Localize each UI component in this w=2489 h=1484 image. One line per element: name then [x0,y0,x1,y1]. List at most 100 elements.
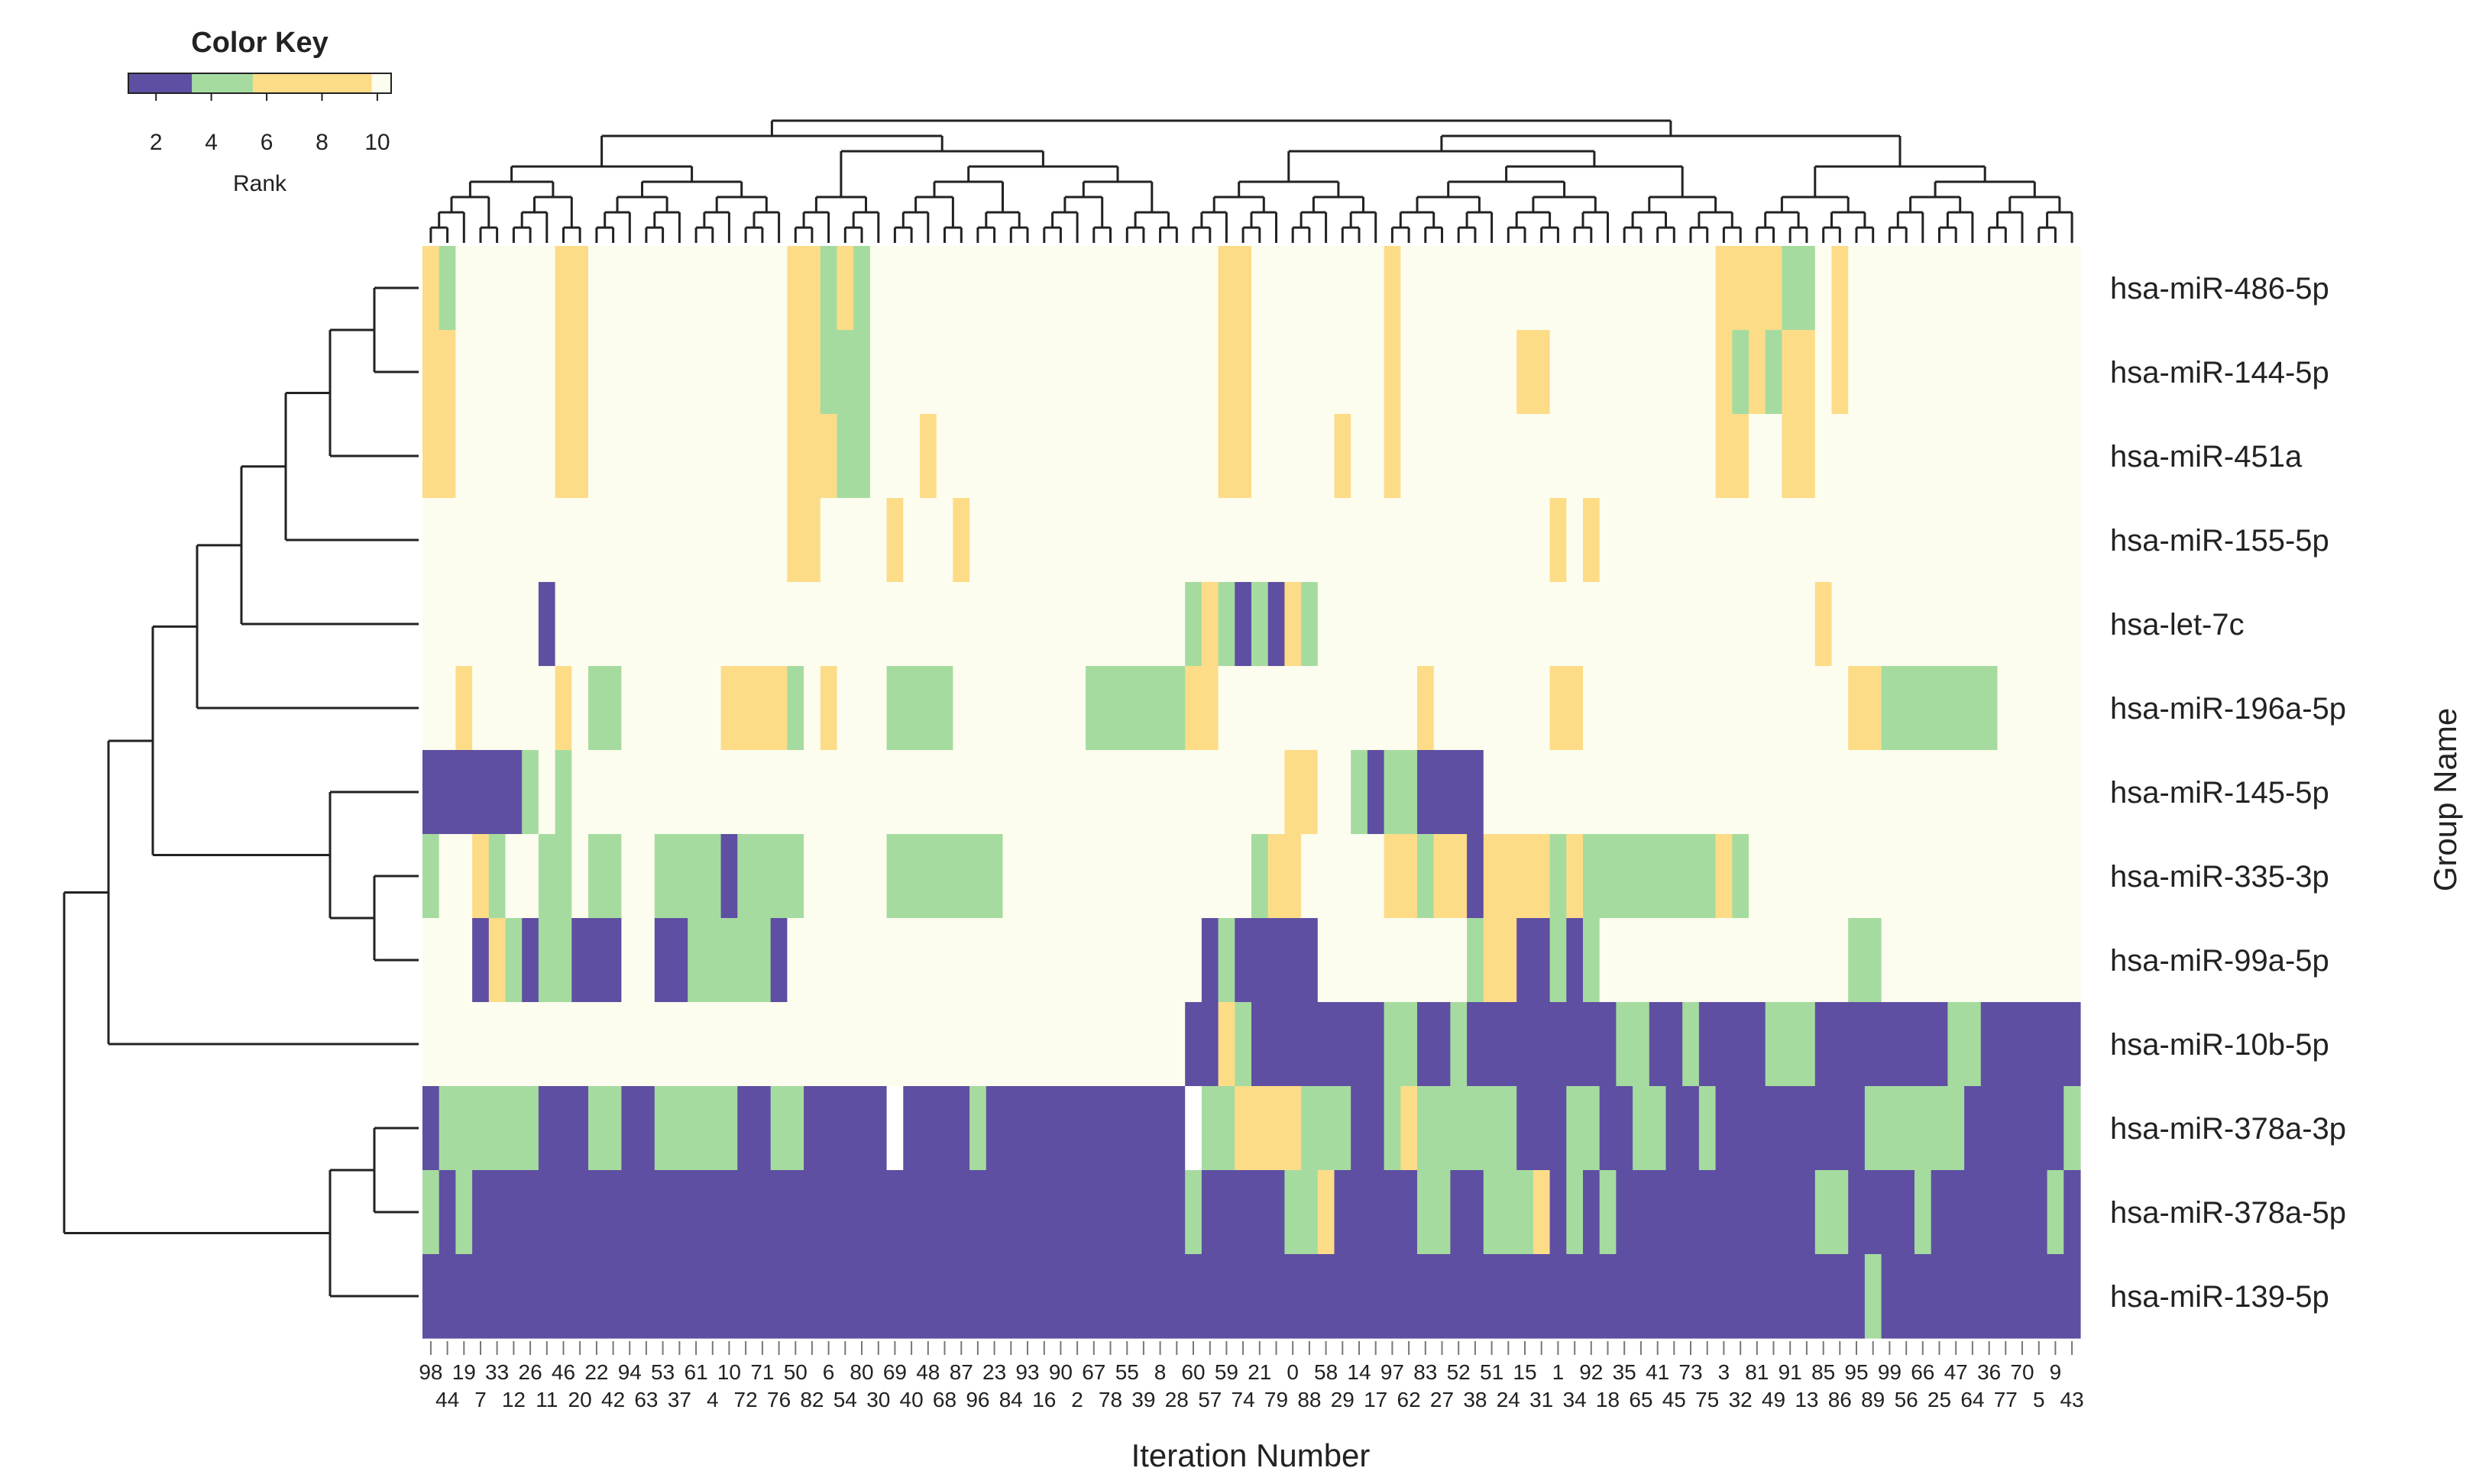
heatmap-cell [1980,834,1999,919]
heatmap-cell [953,1002,970,1087]
heatmap-cell [1450,246,1468,331]
heatmap-cell [1284,1254,1302,1339]
dendrogram-branch [373,1127,419,1214]
heatmap-cell [422,498,440,583]
heatmap-cell [688,666,705,751]
heatmap-cell [1235,666,1252,751]
heatmap-cell [1566,414,1584,499]
heatmap-cell [1102,1086,1119,1171]
heatmap-cell [1417,1002,1435,1087]
heatmap-cell [1599,246,1617,331]
heatmap-cell [869,1170,888,1255]
heatmap-cell [953,1254,970,1339]
heatmap-cell [455,666,473,751]
heatmap-cell [638,918,655,1003]
heatmap-cell [837,1002,854,1087]
heatmap-cell [804,1170,821,1255]
column-label: 95 [1844,1360,1868,1384]
heatmap-cell [1682,666,1700,751]
heatmap-cell [820,1002,838,1087]
heatmap-cell [1698,1254,1717,1339]
heatmap-cell [1898,666,1915,751]
heatmap-cell [1151,1002,1170,1087]
color-key-label: Rank [233,171,287,196]
heatmap-cell [1334,414,1351,499]
heatmap-cell [439,918,456,1003]
heatmap-cell [737,1086,755,1171]
heatmap-cell [936,834,953,919]
dendrogram-branch [1722,226,1742,243]
heatmap-cell [422,834,440,919]
heatmap-cell [1185,1086,1202,1171]
heatmap-cell [2030,1086,2048,1171]
heatmap-cell [1417,666,1435,751]
heatmap-cell [1682,1254,1700,1339]
column-label: 12 [502,1388,526,1411]
dendrogram-branch [794,226,814,243]
heatmap-cell [920,498,937,583]
heatmap-cell [588,1002,606,1087]
heatmap-cell [1765,1002,1782,1087]
heatmap-cell [1749,330,1766,415]
heatmap-cell [1301,666,1319,751]
heatmap-cell [1881,498,1898,583]
heatmap-cell [2047,330,2064,415]
dendrogram-branch [744,226,764,243]
heatmap-cell [820,834,838,919]
heatmap-cell [1898,1170,1915,1255]
heatmap-cell [853,498,871,583]
heatmap-cell [920,918,937,1003]
heatmap-cell [1102,414,1119,499]
heatmap-cell [1367,918,1385,1003]
heatmap-cell [1798,1002,1816,1087]
heatmap-cell [1251,918,1269,1003]
heatmap-cell [2014,330,2031,415]
dendrogram-branch [814,196,867,212]
column-label: 64 [1960,1388,1984,1411]
heatmap-cell [1566,498,1584,583]
column-label: 1 [1552,1360,1565,1384]
heatmap-cell [1814,666,1833,751]
dendrogram-branch [240,465,419,626]
heatmap-cell [522,246,539,331]
column-label: 73 [1678,1360,1702,1384]
heatmap-cell [1400,918,1418,1003]
heatmap-cell [787,582,804,667]
heatmap-cell [1450,918,1468,1003]
heatmap-cell [621,1170,639,1255]
heatmap-cell [2014,666,2031,751]
heatmap-cell [1367,498,1385,583]
heatmap-cell [1782,1170,1799,1255]
heatmap-cell [1301,1002,1319,1087]
column-label: 41 [1646,1360,1669,1384]
column-label: 93 [1015,1360,1039,1384]
heatmap-cell [720,750,738,835]
heatmap-cell [754,918,772,1003]
heatmap-cell [1864,918,1882,1003]
heatmap-cell [505,246,523,331]
heatmap-cell [920,582,937,667]
dendrogram-branch [943,226,963,243]
heatmap-cell [969,918,987,1003]
dendrogram-branch [1623,226,1643,243]
heatmap-cell [1898,1002,1915,1087]
heatmap-cell [720,666,738,751]
heatmap-cell [1864,330,1882,415]
column-label: 48 [916,1360,940,1384]
heatmap-cell [720,246,738,331]
heatmap-cell [1533,582,1551,667]
heatmap-cell [488,582,507,667]
heatmap-cell [1848,666,1866,751]
heatmap-cell [1831,918,1849,1003]
heatmap-cell [1682,1086,1700,1171]
heatmap-cell [1185,330,1202,415]
heatmap-cell [1069,246,1086,331]
heatmap-cell [1400,330,1418,415]
dendrogram-branch [512,226,532,243]
heatmap-cell [1367,1086,1385,1171]
heatmap-cell [1334,1086,1351,1171]
heatmap-cell [1616,1002,1633,1087]
heatmap-cell [1002,666,1020,751]
heatmap-cell [1980,498,1999,583]
heatmap-cell [1980,918,1999,1003]
